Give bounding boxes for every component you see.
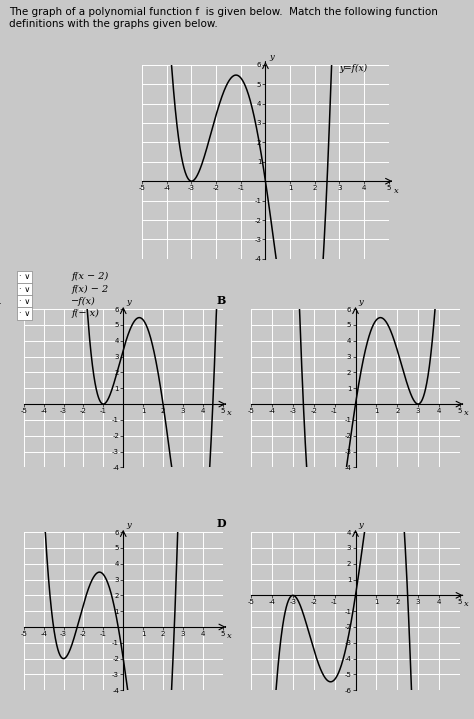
Text: B: B: [217, 295, 226, 306]
Text: y: y: [359, 298, 364, 306]
Text: y: y: [269, 52, 274, 61]
Text: x: x: [464, 600, 469, 608]
Text: · ∨: · ∨: [19, 285, 30, 293]
Text: x: x: [393, 187, 398, 195]
Text: · ∨: · ∨: [19, 297, 30, 306]
Text: f(− x): f(− x): [71, 309, 99, 318]
Text: −f(x): −f(x): [71, 297, 96, 306]
Text: x: x: [227, 632, 231, 640]
Text: y: y: [126, 521, 131, 529]
Text: y: y: [359, 521, 364, 529]
Text: x: x: [464, 409, 469, 417]
Text: f(x − 2): f(x − 2): [71, 273, 109, 281]
Text: · ∨: · ∨: [19, 273, 30, 281]
Text: D: D: [217, 518, 226, 529]
Text: The graph of a polynomial function f  is given below.  Match the following funct: The graph of a polynomial function f is …: [9, 7, 438, 29]
Text: f(x) − 2: f(x) − 2: [71, 285, 109, 293]
Text: y=f(x): y=f(x): [339, 63, 367, 73]
Text: · ∨: · ∨: [19, 309, 30, 318]
Text: y: y: [126, 298, 131, 306]
Text: x: x: [227, 409, 231, 417]
